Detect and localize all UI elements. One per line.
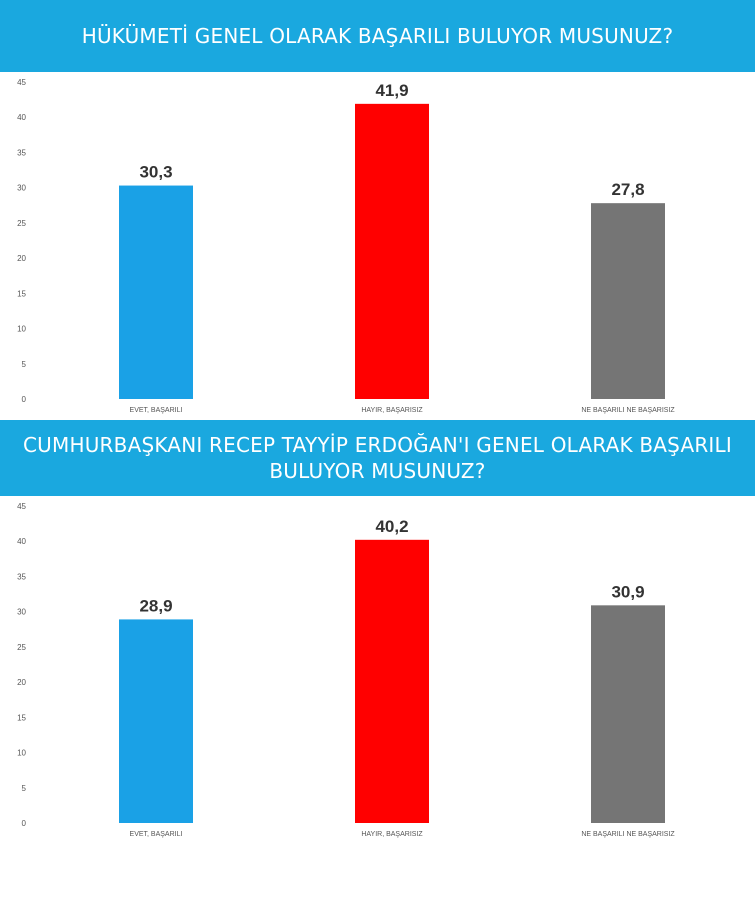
- data-label: 30,9: [611, 582, 644, 601]
- page-bottom-area: [0, 840, 755, 900]
- bar: [119, 619, 193, 823]
- data-label: 27,8: [611, 180, 644, 199]
- y-tick-label: 35: [17, 148, 26, 157]
- y-tick-label: 20: [17, 254, 26, 263]
- y-tick-label: 20: [17, 678, 26, 687]
- chart-title: CUMHURBAŞKANI RECEP TAYYİP ERDOĞAN'I GEN…: [0, 420, 755, 496]
- bar: [355, 539, 429, 823]
- y-tick-label: 45: [17, 502, 26, 511]
- data-label: 41,9: [375, 81, 408, 100]
- y-tick-label: 15: [17, 713, 26, 722]
- y-tick-label: 0: [22, 819, 27, 828]
- bar: [119, 185, 193, 399]
- y-tick-label: 40: [17, 113, 26, 122]
- data-label: 30,3: [139, 163, 172, 182]
- y-tick-label: 5: [22, 360, 27, 369]
- category-label: EVET, BAŞARILI: [130, 407, 183, 414]
- y-tick-label: 15: [17, 289, 26, 298]
- category-label: NE BAŞARILI NE BAŞARISIZ: [581, 831, 675, 838]
- y-tick-label: 25: [17, 643, 26, 652]
- data-label: 40,2: [375, 517, 408, 536]
- category-label: HAYIR, BAŞARISIZ: [361, 407, 423, 414]
- bar-chart-government: 0 5 10 15 20 25 30 35 40 45 30,3 EVET, BAŞARILI 41,9…: [17, 78, 675, 414]
- y-tick-label: 10: [17, 325, 26, 334]
- y-tick-label: 10: [17, 749, 26, 758]
- y-tick-label: 40: [17, 537, 26, 546]
- y-tick-label: 35: [17, 572, 26, 581]
- category-label: HAYIR, BAŞARISIZ: [361, 831, 423, 838]
- category-label: EVET, BAŞARILI: [130, 831, 183, 838]
- data-label: 28,9: [139, 596, 172, 615]
- chart-panel-president: CUMHURBAŞKANI RECEP TAYYİP ERDOĞAN'I GEN…: [0, 420, 755, 840]
- y-tick-label: 30: [17, 184, 26, 193]
- bar: [591, 203, 665, 399]
- y-tick-label: 25: [17, 219, 26, 228]
- y-tick-label: 45: [17, 78, 26, 87]
- y-tick-label: 5: [22, 784, 27, 793]
- category-label: NE BAŞARILI NE BAŞARISIZ: [581, 407, 675, 414]
- bar: [355, 103, 429, 400]
- bar: [591, 605, 665, 823]
- bar-chart-president: 0 5 10 15 20 25 30 35 40 45 28,9 EVET, BAŞARILI 40,2…: [17, 502, 675, 838]
- y-tick-label: 0: [22, 395, 27, 404]
- y-tick-label: 30: [17, 608, 26, 617]
- chart-panel-government: HÜKÜMETİ GENEL OLARAK BAŞARILI BULUYOR M…: [0, 0, 755, 420]
- chart-title: HÜKÜMETİ GENEL OLARAK BAŞARILI BULUYOR M…: [0, 0, 755, 72]
